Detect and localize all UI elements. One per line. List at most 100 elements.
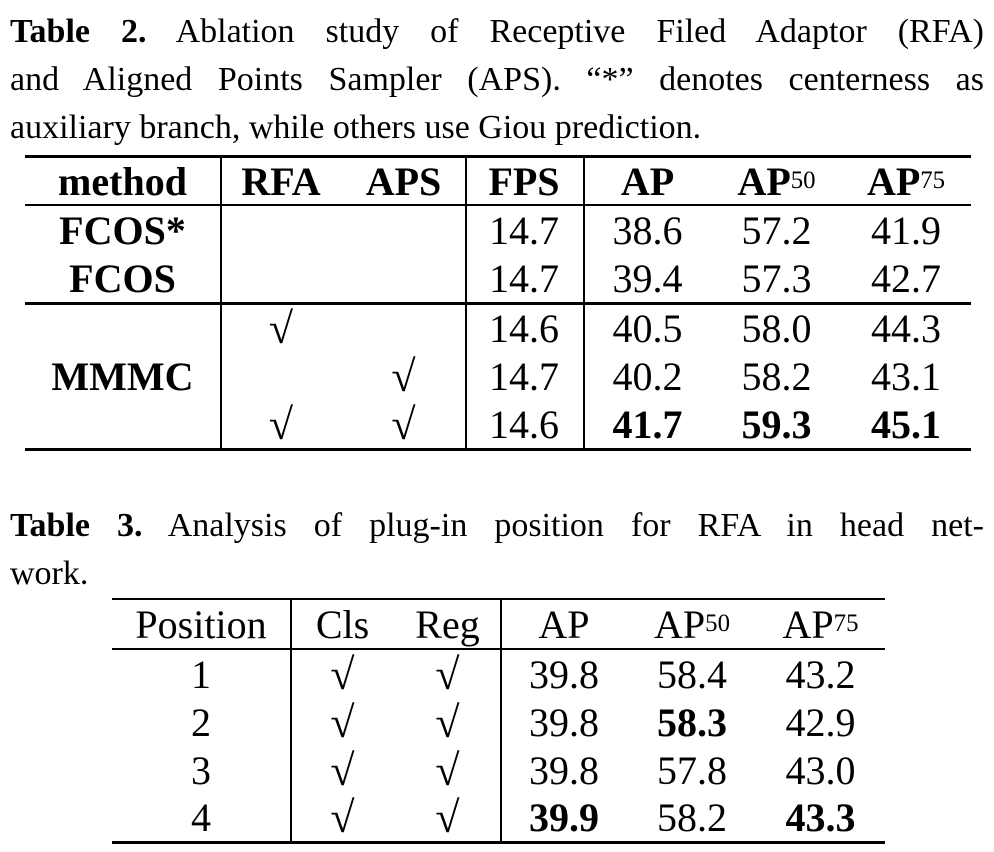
cell-ap75: 43.0 [785, 747, 856, 793]
table3-caption-label: Table 3. [10, 507, 143, 544]
table3-header-cls: Cls [315, 601, 370, 647]
table3-header-ap: AP [500, 600, 628, 648]
cell-fps: 14.7 [489, 255, 559, 301]
table2-header-row: method RFA APS FPS AP AP 50 AP 75 [25, 158, 971, 204]
cell-ap75: 41.9 [871, 207, 941, 253]
cell-ap75: 42.9 [785, 699, 856, 745]
table2-vrule-fps [583, 155, 585, 451]
table2-caption-line1-text: Ablation study of Receptive Filed Adapto… [146, 13, 984, 50]
table3-row-4: 4 √ √ 39.9 58.2 43.3 [112, 793, 885, 842]
table3-header-ap75-text: AP [782, 601, 834, 647]
cell-rfa-check [220, 254, 342, 302]
table3-caption: Table 3. Analysis of plug-in position fo… [10, 502, 984, 598]
cell-ap75: 43.1 [871, 353, 941, 399]
table2-caption-line1: Table 2. Ablation study of Receptive Fil… [10, 8, 984, 56]
cell-ap50: 58.0 [741, 305, 812, 351]
table2-header-method: method [58, 158, 187, 204]
table2-caption-line3: auxiliary branch, while others use Giou … [10, 109, 702, 146]
cell-ap50: 58.3 [657, 699, 727, 745]
cell-cls-check: √ [330, 697, 355, 747]
cell-position: 3 [191, 747, 211, 793]
table2-header-ap75-text: AP [866, 158, 921, 204]
cell-fps: 14.6 [489, 401, 559, 447]
table2-header-ap75: AP 75 [866, 158, 946, 204]
cell-aps-check [342, 254, 465, 302]
table3-header-ap50-text: AP [654, 601, 706, 647]
table2-mid-rule [25, 302, 971, 305]
table2-group-label-mmmc: MMMC [51, 354, 194, 399]
table2-header-rule [25, 204, 971, 206]
table2-header-aps: APS [365, 158, 442, 204]
table2-header-rfa: RFA [241, 158, 321, 204]
cell-rfa-check: √ [268, 399, 294, 449]
table3-header-ap-text: AP [538, 601, 590, 647]
table3-header-reg: Reg [415, 601, 480, 647]
cell-rfa-check: √ [268, 303, 294, 353]
table2-row-mmmc-aps: √ 14.7 40.2 58.2 43.1 [25, 351, 971, 401]
table3-vrule-reg [500, 598, 502, 844]
table3-header-position: Position [135, 601, 267, 647]
table2-bottom-rule [25, 448, 971, 451]
cell-position: 1 [191, 651, 211, 697]
table3-row-3: 3 √ √ 39.8 57.8 43.0 [112, 745, 885, 795]
table3: Position Cls Reg AP AP 50 AP 75 1 √ √ 39.8… [112, 598, 885, 844]
table2-header-ap-text: AP [620, 158, 675, 204]
cell-reg-check: √ [435, 793, 460, 842]
cell-position: 2 [191, 699, 211, 745]
table3-caption-line2: work. [10, 555, 89, 592]
table2-caption-line2: and Aligned Points Sampler (APS). “*” de… [10, 61, 984, 98]
table2-vrule-method [220, 155, 222, 451]
cell-ap50: 57.2 [741, 207, 812, 253]
table2-header-fps: FPS [488, 158, 560, 204]
table2-header-ap50-text: AP [737, 158, 791, 204]
cell-fps: 14.7 [489, 353, 559, 399]
table2-row-fcos: FCOS 14.7 39.4 57.3 42.7 [25, 254, 971, 302]
cell-ap: 40.5 [612, 305, 683, 351]
cell-ap: 38.6 [612, 207, 683, 253]
table2-top-rule [25, 155, 971, 158]
table2-vrule-aps [465, 155, 467, 451]
table2-row-mmmc-both: √ √ 14.6 41.7 59.3 45.1 [25, 399, 971, 449]
cell-aps-check: √ [391, 351, 416, 401]
cell-ap75: 43.3 [785, 795, 856, 840]
cell-ap50: 58.2 [741, 353, 812, 399]
cell-cls-check: √ [330, 745, 355, 795]
cell-reg-check: √ [435, 697, 460, 747]
cell-ap50: 58.4 [657, 651, 727, 697]
cell-method: FCOS [69, 255, 176, 301]
cell-fps: 14.7 [489, 207, 559, 253]
table3-header-ap50: AP 50 [654, 601, 730, 647]
cell-ap50: 58.2 [657, 795, 727, 840]
table2: method RFA APS FPS AP AP 50 AP 75 FCOS* 14… [25, 155, 971, 451]
cell-reg-check: √ [435, 649, 460, 699]
cell-ap75: 42.7 [871, 255, 941, 301]
table3-header-rule [112, 648, 885, 650]
cell-rfa-check [220, 352, 342, 400]
cell-ap: 39.4 [612, 255, 683, 301]
table3-caption-line1: Table 3. Analysis of plug-in position fo… [10, 502, 984, 550]
cell-position: 4 [191, 795, 211, 840]
table2-header-ap: AP [583, 158, 712, 204]
table3-header-row: Position Cls Reg AP AP 50 AP 75 [112, 600, 885, 648]
cell-ap75: 45.1 [871, 401, 941, 447]
table3-bottom-rule [112, 841, 885, 844]
table3-caption-line1-text: Analysis of plug-in position for RFA in … [142, 507, 984, 544]
cell-ap50: 57.3 [741, 255, 812, 301]
table3-row-2: 2 √ √ 39.8 58.3 42.9 [112, 697, 885, 747]
table3-row-1: 1 √ √ 39.8 58.4 43.2 [112, 649, 885, 699]
cell-ap: 39.9 [529, 795, 599, 840]
cell-ap50: 57.8 [657, 747, 727, 793]
cell-ap75: 43.2 [785, 651, 856, 697]
cell-aps-check [342, 206, 465, 254]
table2-row-mmmc-rfa: √ 14.6 40.5 58.0 44.3 [25, 303, 971, 353]
cell-ap: 39.8 [529, 747, 599, 793]
cell-method: FCOS* [59, 207, 186, 253]
cell-ap: 39.8 [529, 651, 599, 697]
cell-aps-check [342, 304, 465, 352]
cell-cls-check: √ [330, 649, 355, 699]
cell-ap: 39.8 [529, 699, 599, 745]
cell-cls-check: √ [330, 793, 355, 842]
table2-row-fcos-star: FCOS* 14.7 38.6 57.2 41.9 [25, 206, 971, 254]
cell-ap75: 44.3 [871, 305, 941, 351]
table3-vrule-position [290, 598, 292, 844]
